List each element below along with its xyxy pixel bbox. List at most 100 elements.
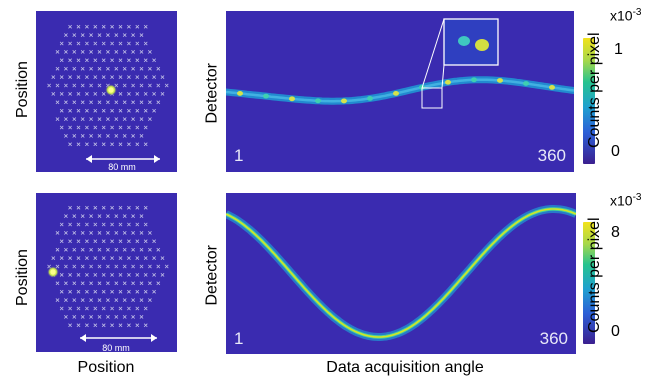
- phantom-marker: [76, 256, 81, 260]
- sinogram-hot-spot: [263, 93, 269, 99]
- bottom-sinogram-trace: [226, 205, 576, 341]
- phantom-marker: [89, 281, 93, 286]
- phantom-marker: [127, 256, 131, 260]
- phantom-marker: [59, 222, 64, 227]
- phantom-marker: [143, 306, 148, 311]
- phantom-marker: [139, 315, 144, 319]
- top-colorbar-axis-label: Counts per pixel: [586, 32, 603, 148]
- phantom-marker: [93, 24, 98, 29]
- phantom-marker: [148, 66, 152, 71]
- sinogram-band-core: [226, 207, 576, 339]
- zoom-region-box: [421, 87, 443, 109]
- phantom-marker: [118, 24, 123, 29]
- phantom-marker: [101, 125, 106, 130]
- top-colorbar-min-label: 0: [611, 143, 620, 160]
- phantom-marker: [72, 231, 77, 235]
- phantom-marker: [131, 231, 135, 235]
- phantom-marker: [127, 41, 131, 46]
- phantom-marker: [76, 306, 81, 311]
- phantom-marker: [68, 75, 72, 79]
- scale-bar-arrow-left: [80, 334, 86, 342]
- phantom-marker: [72, 264, 77, 269]
- phantom-marker: [59, 239, 64, 244]
- phantom-marker: [72, 100, 77, 105]
- phantom-marker: [93, 125, 98, 130]
- phantom-marker: [131, 33, 135, 37]
- phantom-marker: [85, 41, 89, 46]
- phantom-marker: [114, 134, 119, 138]
- phantom-marker: [72, 117, 77, 121]
- phantom-marker: [68, 108, 72, 113]
- phantom-marker: [156, 100, 161, 105]
- sinogram-band: [226, 205, 576, 341]
- phantom-marker: [64, 134, 68, 138]
- phantom-marker: [127, 323, 131, 328]
- phantom-marker: [85, 24, 89, 29]
- phantom-marker: [110, 108, 114, 113]
- bottom-colorbar-exponent: x10-3: [610, 192, 642, 209]
- phantom-marker: [55, 298, 60, 302]
- phantom-marker: [127, 142, 131, 147]
- phantom-marker: [114, 231, 119, 235]
- bottom-colorbar: [583, 222, 595, 344]
- phantom-marker: [76, 205, 81, 210]
- phantom-marker: [110, 256, 114, 260]
- phantom-marker: [97, 100, 102, 105]
- phantom-marker: [135, 239, 140, 244]
- phantom-marker: [89, 33, 93, 37]
- phantom-marker: [97, 298, 102, 302]
- phantom-marker: [106, 298, 110, 302]
- phantom-marker: [118, 222, 123, 227]
- phantom-marker: [148, 100, 152, 105]
- phantom-marker: [110, 142, 114, 147]
- bottom-angle-start-label: 1: [234, 329, 244, 348]
- phantom-marker: [127, 273, 131, 277]
- phantom-marker: [55, 50, 60, 54]
- phantom-marker: [164, 264, 169, 269]
- phantom-marker: [131, 50, 135, 54]
- sinogram-hot-spot: [367, 96, 373, 101]
- phantom-marker: [101, 256, 106, 260]
- sinogram-hot-spot: [393, 91, 399, 96]
- phantom-marker: [76, 142, 81, 147]
- phantom-marker: [72, 33, 77, 37]
- phantom-marker: [152, 58, 156, 63]
- phantom-marker: [68, 222, 72, 227]
- phantom-marker: [64, 281, 68, 286]
- phantom-marker: [80, 50, 85, 54]
- phantom-marker: [127, 125, 131, 130]
- phantom-marker: [110, 24, 114, 29]
- phantom-marker: [143, 256, 148, 260]
- zoom-inset: [443, 18, 499, 66]
- phantom-marker: [122, 281, 127, 286]
- phantom-marker: [68, 256, 72, 260]
- phantom-marker: [135, 289, 140, 294]
- phantom-marker: [93, 306, 98, 311]
- sinogram-band-core: [226, 78, 574, 103]
- phantom-marker: [68, 58, 72, 63]
- phantom-marker: [80, 33, 85, 37]
- phantom-marker: [64, 315, 68, 319]
- phantom-marker: [76, 108, 81, 113]
- phantom-marker: [101, 273, 106, 277]
- phantom-marker: [59, 125, 64, 130]
- phantom-marker: [68, 41, 72, 46]
- phantom-marker: [139, 100, 144, 105]
- phantom-marker: [93, 108, 98, 113]
- phantom-marker: [97, 134, 102, 138]
- phantom-marker: [131, 214, 135, 218]
- phantom-marker: [118, 239, 123, 244]
- phantom-marker: [160, 92, 165, 96]
- phantom-marker: [85, 323, 89, 328]
- phantom-marker: [76, 125, 81, 130]
- phantom-marker: [122, 50, 127, 54]
- phantom-marker: [80, 66, 85, 71]
- phantom-marker: [68, 289, 72, 294]
- bottom-phantom-image: [36, 193, 177, 352]
- phantom-marker: [101, 58, 106, 63]
- phantom-marker: [64, 33, 68, 37]
- phantom-marker: [93, 256, 98, 260]
- top-phantom-markers: [47, 24, 169, 163]
- phantom-marker: [89, 100, 93, 105]
- zoom-inset-spot: [475, 39, 489, 51]
